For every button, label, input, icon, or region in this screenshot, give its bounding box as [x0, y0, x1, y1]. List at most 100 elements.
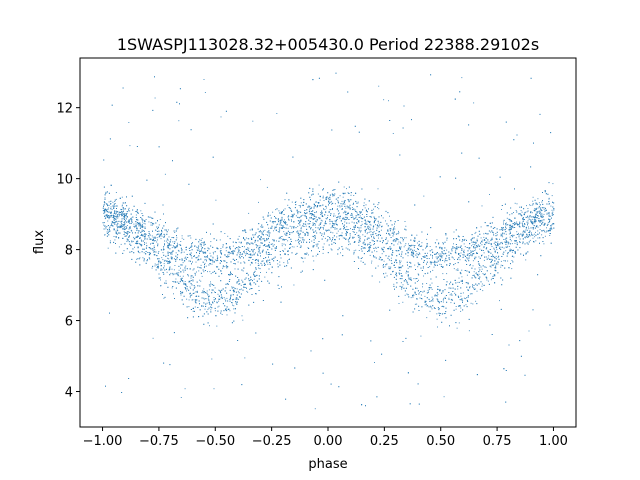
data-point: [114, 211, 115, 213]
data-point: [298, 223, 299, 225]
data-point: [116, 225, 118, 227]
data-point: [423, 195, 425, 197]
data-point: [442, 260, 444, 261]
data-point: [231, 286, 233, 288]
data-point: [262, 230, 264, 232]
data-point: [136, 258, 138, 260]
data-point: [239, 296, 241, 298]
data-point: [377, 204, 379, 206]
data-point: [356, 206, 358, 208]
data-point: [506, 212, 508, 214]
data-point: [107, 229, 108, 231]
data-point: [263, 234, 264, 236]
data-point: [155, 264, 157, 266]
data-point: [113, 228, 115, 230]
data-point: [247, 249, 249, 251]
data-point: [452, 287, 454, 289]
data-point: [463, 297, 465, 299]
data-point: [448, 292, 450, 293]
data-point: [356, 212, 358, 214]
data-point: [298, 205, 300, 206]
data-point: [273, 230, 274, 232]
data-point: [362, 218, 364, 220]
data-point: [471, 238, 473, 240]
data-point: [344, 219, 346, 221]
data-point: [330, 220, 332, 222]
data-point: [152, 337, 154, 339]
data-point: [230, 272, 231, 274]
data-point: [546, 213, 548, 215]
data-point: [315, 255, 317, 257]
data-point: [450, 302, 452, 304]
data-point: [205, 265, 207, 267]
data-point: [392, 133, 394, 134]
data-point: [428, 288, 430, 290]
data-point: [168, 262, 170, 264]
data-point: [273, 244, 275, 246]
data-point: [371, 262, 372, 264]
data-point: [211, 259, 213, 261]
data-point: [456, 247, 458, 248]
data-point: [207, 298, 209, 300]
data-point: [137, 240, 139, 242]
data-point: [479, 278, 480, 280]
data-point: [212, 256, 214, 258]
data-point: [108, 201, 110, 203]
data-point: [332, 232, 334, 234]
data-point: [407, 251, 409, 253]
data-point: [113, 213, 115, 214]
data-point: [346, 226, 348, 228]
data-point: [305, 223, 307, 225]
data-point: [460, 310, 462, 312]
data-point: [161, 235, 163, 237]
data-point: [429, 266, 431, 268]
data-point: [219, 290, 221, 292]
data-point: [298, 236, 300, 238]
data-point: [505, 239, 507, 241]
data-point: [168, 236, 170, 238]
data-point: [541, 210, 543, 211]
data-point: [422, 256, 424, 257]
data-point: [163, 225, 165, 227]
data-point: [543, 219, 545, 221]
data-point: [503, 251, 505, 253]
data-point: [256, 245, 258, 247]
data-point: [542, 215, 544, 217]
data-point: [152, 109, 154, 111]
data-point: [184, 281, 186, 282]
data-point: [267, 234, 268, 236]
data-point: [163, 236, 165, 238]
data-point: [527, 208, 529, 209]
data-point: [212, 260, 214, 262]
data-point: [438, 308, 440, 309]
data-point: [164, 244, 165, 246]
data-point: [418, 279, 419, 281]
data-point: [478, 273, 480, 275]
data-point: [241, 256, 243, 257]
data-point: [469, 293, 471, 295]
data-point: [426, 245, 428, 247]
data-point: [494, 257, 496, 259]
data-point: [481, 254, 483, 256]
data-point: [262, 249, 264, 251]
data-point: [300, 220, 302, 222]
data-point: [207, 313, 209, 315]
data-point: [307, 235, 309, 236]
data-point: [482, 273, 484, 275]
data-point: [148, 238, 150, 240]
data-point: [535, 240, 537, 242]
data-point: [466, 274, 468, 276]
data-point: [197, 256, 199, 258]
data-point: [225, 247, 227, 249]
data-point: [303, 239, 305, 241]
data-point: [336, 236, 338, 238]
data-point: [182, 262, 184, 264]
data-point: [501, 209, 502, 210]
data-point: [152, 239, 154, 241]
data-point: [238, 283, 240, 285]
data-point: [167, 229, 169, 231]
data-point: [527, 220, 529, 222]
data-point: [307, 223, 309, 225]
data-point: [313, 207, 315, 209]
